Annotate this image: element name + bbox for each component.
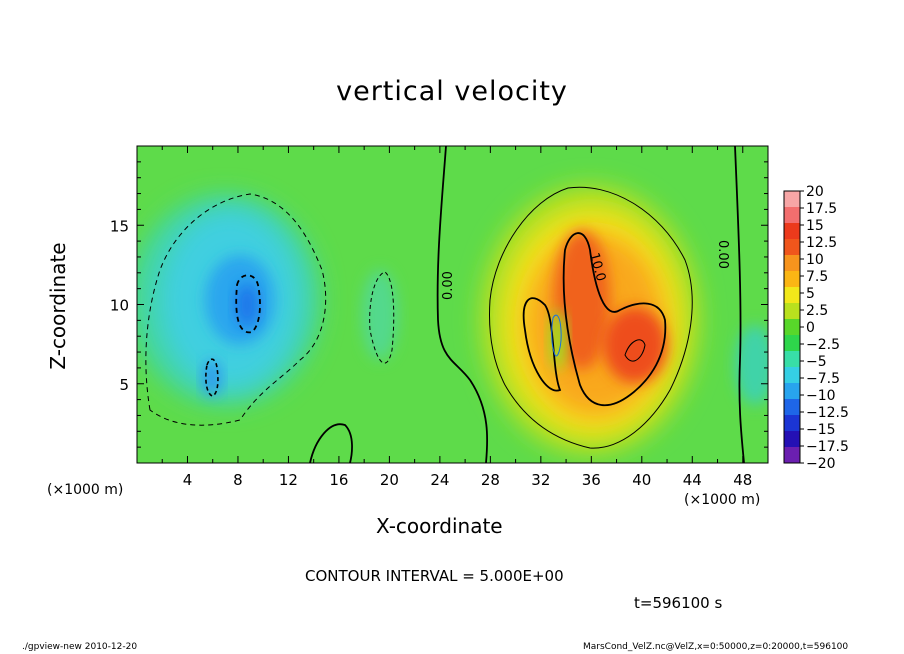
colorbar-label: −17.5: [806, 439, 849, 455]
velocity-field: [137, 146, 768, 463]
x-tick-label: 20: [380, 471, 399, 489]
contour-neg-small: [205, 358, 219, 397]
contour-pos-15: [624, 339, 646, 362]
downdraft-peak: [235, 283, 259, 327]
x-tick-label: 44: [683, 471, 702, 489]
colorbar-label: −5: [806, 354, 827, 370]
colorbar-swatch: [784, 431, 800, 448]
contour-interval: CONTOUR INTERVAL = 5.000E+00: [305, 567, 564, 585]
contour-pos-5: [489, 186, 693, 449]
x-axis-label: X-coordinate: [376, 514, 503, 538]
colorbar-swatch: [784, 303, 800, 320]
edge-downdraft: [735, 325, 768, 405]
colorbar-swatch: [784, 447, 800, 464]
x-tick-label: 4: [183, 471, 193, 489]
contour-zero-bottom: [309, 423, 353, 463]
colorbar-swatch: [784, 223, 800, 240]
colorbar-swatch: [784, 239, 800, 256]
x-tick-label: 32: [531, 471, 550, 489]
time-label: t=596100 s: [634, 594, 723, 612]
colorbar-swatch: [784, 271, 800, 288]
contour-label-left: 0.00: [441, 271, 456, 300]
colorbar: 2017.51512.5107.552.50−2.5−5−7.5−10−12.5…: [783, 184, 849, 472]
contour-zero-right: [734, 146, 745, 463]
updraft-core-right: [603, 307, 667, 383]
x-tick-label: 40: [632, 471, 651, 489]
contour-weak-down: [369, 271, 395, 364]
contour-pos-10-main: [562, 232, 667, 407]
x-tick-label: 36: [582, 471, 601, 489]
colorbar-label: −7.5: [806, 371, 840, 387]
colorbar-swatch: [784, 399, 800, 416]
colorbar-swatch: [784, 255, 800, 272]
colorbar-label: 20: [806, 184, 824, 200]
colorbar-label: −2.5: [806, 337, 840, 353]
colorbar-label: 2.5: [806, 303, 828, 319]
weak-downdraft: [362, 270, 398, 360]
colorbar-label: 12.5: [806, 235, 837, 251]
x-tick-label: 12: [279, 471, 298, 489]
x-tick-label: 16: [329, 471, 348, 489]
colorbar-label: 15: [806, 218, 824, 234]
colorbar-swatch: [784, 415, 800, 432]
y-tick-label: 10: [110, 297, 129, 315]
x-unit-label-right: (×1000 m): [684, 492, 761, 508]
colorbar-label: −20: [806, 456, 836, 472]
x-axis: 4 8 12 16 20 24 28 32 36 40 44 48: [161, 146, 752, 489]
x-unit-label-left: (×1000 m): [47, 482, 124, 498]
colorbar-swatch: [784, 319, 800, 336]
colorbar-swatch: [784, 335, 800, 352]
colorbar-swatch: [784, 351, 800, 368]
colorbar-label: 7.5: [806, 269, 828, 285]
colorbar-label: −10: [806, 388, 836, 404]
colorbar-swatch: [784, 191, 800, 208]
contour-notch: [551, 314, 562, 357]
x-tick-label: 24: [430, 471, 449, 489]
colorbar-label: 5: [806, 286, 815, 302]
colorbar-label: 17.5: [806, 201, 837, 217]
x-tick-label: 8: [233, 471, 243, 489]
y-tick-label: 15: [110, 217, 129, 235]
contour-label-mid: 10.0: [586, 251, 608, 283]
footer-right: MarsCond_VelZ.nc@VelZ,x=0:50000,z=0:2000…: [583, 642, 849, 652]
contour-lines: [145, 146, 745, 463]
contour-label-right: 0.00: [715, 240, 730, 269]
x-tick-label: 48: [733, 471, 752, 489]
y-axis-label: Z-coordinate: [46, 242, 70, 370]
x-tick-label: 28: [481, 471, 500, 489]
colorbar-label: 10: [806, 252, 824, 268]
colorbar-swatch: [784, 207, 800, 224]
downdraft-small: [202, 360, 222, 396]
colorbar-label: −15: [806, 422, 836, 438]
colorbar-swatch: [784, 367, 800, 384]
colorbar-label: 0: [806, 320, 815, 336]
colorbar-label: −12.5: [806, 405, 849, 421]
colorbar-swatch: [784, 383, 800, 400]
y-tick-label: 5: [119, 376, 129, 394]
colorbar-swatch: [784, 287, 800, 304]
y-axis: 5 10 15: [110, 161, 768, 448]
footer-left: ./gpview-new 2010-12-20: [22, 642, 138, 652]
chart-title: vertical velocity: [336, 76, 568, 107]
contour-zero-left: [436, 146, 489, 463]
